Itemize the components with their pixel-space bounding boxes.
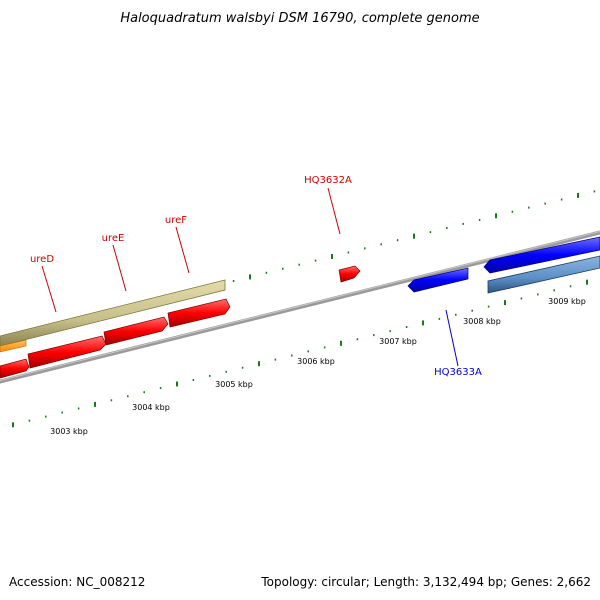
gene-label-HQ3633A[interactable]: HQ3633A <box>434 367 482 378</box>
accession-text: Accession: NC_008212 <box>9 575 145 589</box>
scale-label-3007: 3007 kbp <box>379 337 417 346</box>
scale-label-3006: 3006 kbp <box>297 357 335 366</box>
sequence-backbone-highlight <box>0 230 600 382</box>
gene-label-ureF[interactable]: ureF <box>165 215 187 226</box>
gene-ureF[interactable] <box>103 316 169 346</box>
gene-blue-right[interactable] <box>483 236 600 274</box>
gene-label-leaders <box>41 187 459 367</box>
orange-feature[interactable] <box>0 339 27 353</box>
scale-label-3003: 3003 kbp <box>50 427 88 436</box>
gene-HQ3633A[interactable] <box>407 267 469 293</box>
lower-tick-track <box>12 279 588 428</box>
gene-HQ3632A[interactable] <box>338 265 361 283</box>
topology-text: Topology: circular; Length: 3,132,494 bp… <box>260 575 591 589</box>
scale-label-3009: 3009 kbp <box>548 297 586 306</box>
genome-title: Haloquadratum walsbyi DSM 16790, complet… <box>120 11 479 26</box>
gene-label-HQ3632A[interactable]: HQ3632A <box>304 175 352 186</box>
steelblue-feature[interactable] <box>487 255 600 294</box>
sequence-backbone <box>0 230 600 384</box>
gene-ureD[interactable] <box>0 358 30 379</box>
gene-ureE[interactable] <box>27 335 107 369</box>
gene-label-ureE[interactable]: ureE <box>102 233 125 244</box>
scale-label-3005: 3005 kbp <box>215 380 253 389</box>
scale-label-3004: 3004 kbp <box>132 403 170 412</box>
khaki-feature[interactable] <box>0 279 226 347</box>
gene-ureG[interactable] <box>167 298 231 328</box>
gene-label-ureD[interactable]: ureD <box>30 254 54 265</box>
scale-label-3008: 3008 kbp <box>463 317 501 326</box>
